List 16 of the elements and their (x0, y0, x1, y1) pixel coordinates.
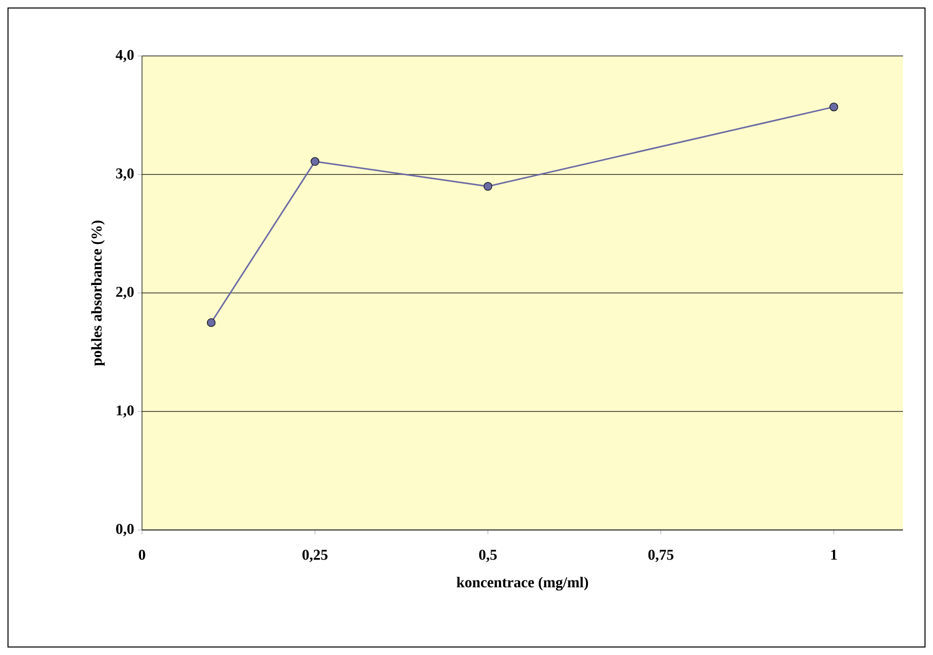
y-tick-label: 1,0 (116, 405, 134, 418)
x-tick-label: 0,5 (479, 550, 497, 562)
x-tick-label: 0,75 (648, 550, 674, 562)
point (206, 318, 216, 327)
y-tick-label: 3,0 (116, 168, 134, 181)
y-tick-label: 0,0 (116, 524, 134, 536)
y-tick-label: 2,0 (116, 286, 134, 300)
point (484, 182, 492, 191)
x-tick-label: 0,25 (302, 550, 328, 562)
point (310, 157, 320, 166)
x-tick-label: 0 (138, 550, 146, 560)
point (830, 102, 838, 112)
y-tick-label: 4,0 (116, 50, 134, 62)
x-axis-title: koncentrace (mg/ml) (456, 576, 588, 591)
x-tick-label: 1 (831, 550, 837, 560)
y-axis-title: pokles absorbance (%) (91, 220, 105, 366)
